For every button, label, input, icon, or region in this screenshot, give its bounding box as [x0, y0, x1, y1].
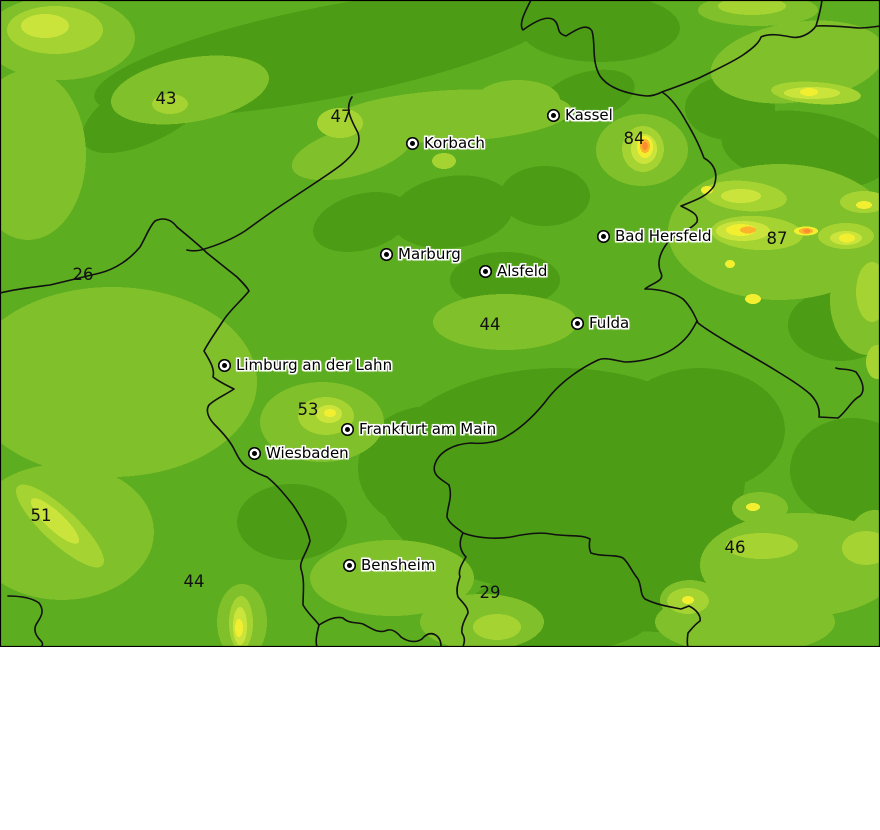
city-marker-dot — [600, 233, 606, 239]
wind-map-svg — [0, 0, 880, 647]
wind-gust-value-label: 26 — [72, 265, 94, 284]
city-label: Wiesbaden — [266, 444, 349, 462]
city-label: Bensheim — [361, 556, 436, 574]
city-marker-dot — [344, 426, 350, 432]
wind-gust-value-label: 87 — [766, 229, 788, 248]
wind-gust-map: Kassel Korbach Bad Hersfeld Marburg Alsfeld F… — [0, 0, 880, 647]
wind-gust-value-label: 51 — [30, 506, 52, 525]
city-label: Korbach — [424, 134, 485, 152]
city-label: Kassel — [565, 106, 613, 124]
city-marker-dot — [482, 268, 488, 274]
wind-gust-value-label: 43 — [155, 89, 177, 108]
city-label: Marburg — [398, 245, 461, 263]
city-label: Bad Hersfeld — [615, 227, 712, 245]
wind-gust-value-label: 46 — [724, 538, 746, 557]
city-marker-dot — [550, 112, 556, 118]
wind-gust-value-label: 44 — [183, 572, 205, 591]
wind-gust-value-label: 44 — [479, 315, 501, 334]
city-marker-dot — [221, 362, 227, 368]
footer: Windböen (in km/h) Modell: ICON-D2 18z, … — [0, 647, 880, 830]
city-label: Alsfeld — [497, 262, 548, 280]
city-marker-dot — [383, 251, 389, 257]
map-contour-bright-green — [21, 14, 862, 645]
city-marker-dot — [251, 450, 257, 456]
city-label: Limburg an der Lahn — [236, 356, 393, 374]
map-overlay: Kassel Korbach Bad Hersfeld Marburg Alsfeld F… — [30, 89, 788, 602]
wind-gust-value-label: 84 — [623, 129, 645, 148]
city-label: Fulda — [589, 314, 630, 332]
wind-gust-value-label: 47 — [330, 107, 352, 126]
city-marker-dot — [574, 320, 580, 326]
city-marker-dot — [346, 562, 352, 568]
city-label: Frankfurt am Main — [359, 420, 497, 438]
wind-gust-value-label: 29 — [479, 583, 501, 602]
city-marker-dot — [409, 140, 415, 146]
map-contour-orange — [640, 139, 813, 234]
state-border-paths — [0, 0, 880, 647]
wind-gust-value-label: 53 — [297, 400, 319, 419]
